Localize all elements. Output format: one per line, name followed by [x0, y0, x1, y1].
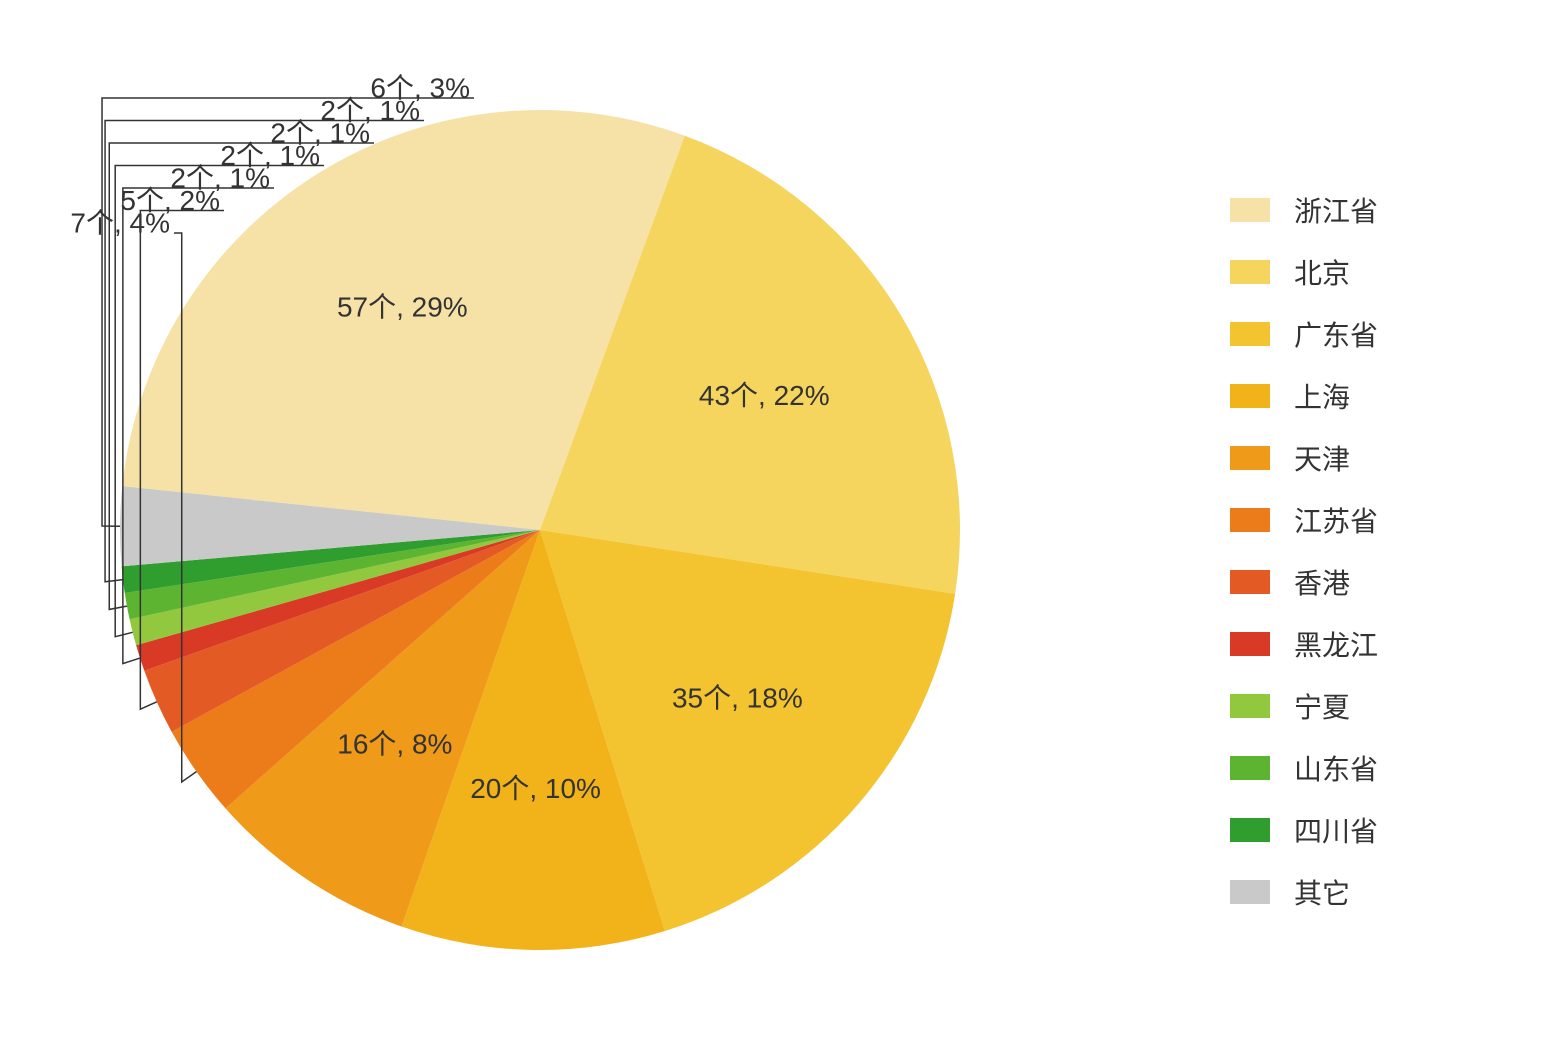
legend: 浙江省北京广东省上海天津江苏省香港黑龙江宁夏山东省四川省其它	[1230, 190, 1378, 934]
legend-item: 宁夏	[1230, 686, 1378, 726]
legend-item: 天津	[1230, 438, 1378, 478]
legend-item: 香港	[1230, 562, 1378, 602]
legend-swatch	[1230, 260, 1270, 284]
slice-label: 20个, 10%	[470, 773, 601, 804]
legend-item: 广东省	[1230, 314, 1378, 354]
legend-swatch	[1230, 508, 1270, 532]
legend-label: 黑龙江	[1294, 624, 1378, 664]
legend-label: 宁夏	[1294, 686, 1350, 726]
legend-item: 北京	[1230, 252, 1378, 292]
legend-label: 北京	[1294, 252, 1350, 292]
legend-label: 广东省	[1294, 314, 1378, 354]
legend-item: 其它	[1230, 872, 1378, 912]
legend-label: 山东省	[1294, 748, 1378, 788]
pie-chart-container: 57个, 29%43个, 22%35个, 18%20个, 10%16个, 8%7…	[0, 0, 1562, 1043]
legend-label: 四川省	[1294, 810, 1378, 850]
slice-label: 43个, 22%	[699, 380, 830, 411]
legend-swatch	[1230, 818, 1270, 842]
legend-swatch	[1230, 322, 1270, 346]
legend-swatch	[1230, 198, 1270, 222]
legend-swatch	[1230, 880, 1270, 904]
slice-callout-label: 6个, 3%	[370, 72, 470, 103]
legend-label: 香港	[1294, 562, 1350, 602]
legend-item: 浙江省	[1230, 190, 1378, 230]
legend-label: 江苏省	[1294, 500, 1378, 540]
slice-label: 35个, 18%	[672, 682, 803, 713]
legend-label: 上海	[1294, 376, 1350, 416]
legend-swatch	[1230, 694, 1270, 718]
legend-swatch	[1230, 384, 1270, 408]
legend-item: 江苏省	[1230, 500, 1378, 540]
slice-label: 57个, 29%	[337, 291, 468, 322]
legend-item: 上海	[1230, 376, 1378, 416]
legend-label: 天津	[1294, 438, 1350, 478]
legend-item: 四川省	[1230, 810, 1378, 850]
legend-item: 黑龙江	[1230, 624, 1378, 664]
legend-label: 浙江省	[1294, 190, 1378, 230]
legend-swatch	[1230, 632, 1270, 656]
legend-label: 其它	[1294, 872, 1350, 912]
legend-swatch	[1230, 756, 1270, 780]
slice-label: 16个, 8%	[337, 729, 452, 760]
legend-swatch	[1230, 446, 1270, 470]
legend-item: 山东省	[1230, 748, 1378, 788]
legend-swatch	[1230, 570, 1270, 594]
